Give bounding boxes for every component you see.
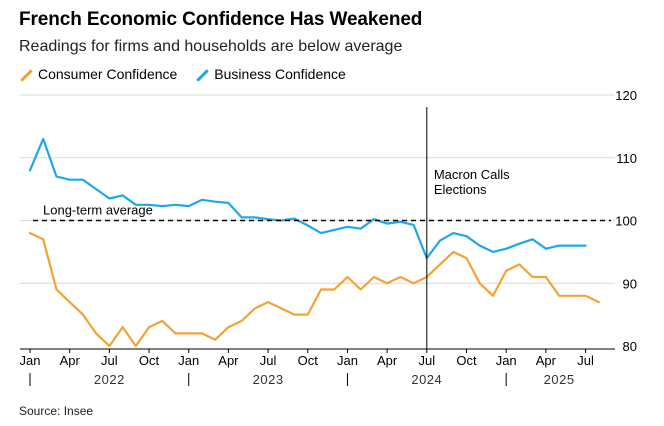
x-tick-label: Oct xyxy=(456,353,477,368)
y-tick-label: 110 xyxy=(616,151,637,166)
x-tick-label: Jan xyxy=(178,353,199,368)
x-tick-label: Apr xyxy=(377,353,398,368)
y-tick-label: 100 xyxy=(615,214,637,229)
x-tick-label: Apr xyxy=(60,353,81,368)
y-tick-label: 90 xyxy=(623,276,637,291)
event-marker-label-line: Elections xyxy=(434,182,487,197)
event-marker-label: Macron Calls Elections xyxy=(434,167,510,197)
source-note: Source: Insee xyxy=(19,404,94,418)
x-tick-label: Apr xyxy=(218,353,239,368)
y-tick-label: 120 xyxy=(615,88,637,103)
long-term-average-label: Long-term average xyxy=(43,203,153,218)
x-tick-label: Jul xyxy=(260,353,277,368)
x-tick-label: Oct xyxy=(298,353,319,368)
x-tick-label: Jul xyxy=(419,353,436,368)
x-year-label: 2023 xyxy=(253,372,284,387)
x-tick-label: Oct xyxy=(139,353,160,368)
x-tick-label: Jul xyxy=(577,353,594,368)
series-line-consumer-confidence xyxy=(28,232,600,348)
chart-legend: Consumer Confidence Business Confidence xyxy=(19,66,346,82)
line-chart: 80 90 100 110 120 Jan Apr Jul Oct Jan Apr Jul Oct Jan… xyxy=(20,88,637,387)
x-year-label: 2025 xyxy=(544,372,575,387)
x-tick-label: Jan xyxy=(20,353,41,368)
chart-title: French Economic Confidence Has Weakened xyxy=(19,9,423,30)
x-year-label: 2022 xyxy=(94,372,125,387)
chart-subtitle: Readings for firms and households are be… xyxy=(19,38,403,55)
x-tick-label: Jul xyxy=(101,353,118,368)
legend-label-business: Business Confidence xyxy=(214,66,346,82)
x-year-label: 2024 xyxy=(411,372,442,387)
x-tick-label: Jan xyxy=(496,353,517,368)
legend-item-consumer[interactable]: Consumer Confidence xyxy=(19,66,177,82)
event-marker-label-line: Macron Calls xyxy=(434,167,510,182)
legend-label-consumer: Consumer Confidence xyxy=(38,66,178,82)
y-tick-label: 80 xyxy=(623,339,637,354)
x-tick-label: Apr xyxy=(536,353,557,368)
x-tick-label: Jan xyxy=(337,353,358,368)
legend-item-business[interactable]: Business Confidence xyxy=(195,66,346,82)
series-line-business-confidence xyxy=(28,137,587,260)
